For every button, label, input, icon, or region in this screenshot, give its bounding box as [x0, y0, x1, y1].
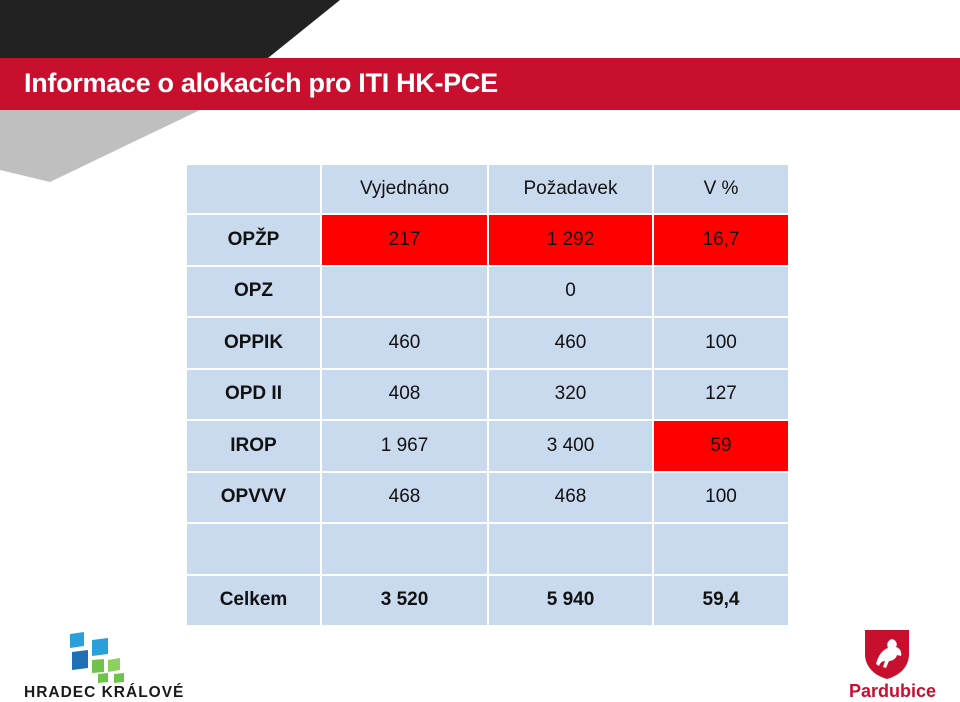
slide-title: Informace o alokacích pro ITI HK-PCE — [24, 68, 498, 98]
dark-corner-shape — [0, 0, 340, 58]
row-label: OPPIK — [185, 316, 322, 370]
allocation-table: Vyjednáno Požadavek V % OPŽP 217 1 292 1… — [185, 163, 790, 627]
hradec-kralove-logo-icon — [70, 632, 124, 683]
table-cell: 320 — [487, 367, 654, 421]
table-cell — [487, 522, 654, 576]
table-cell — [320, 522, 489, 576]
table-cell: 217 — [320, 213, 489, 267]
table-row: OPZ 0 — [185, 264, 790, 318]
table-header-cell: Požadavek — [487, 163, 654, 215]
table-cell: 127 — [652, 367, 790, 421]
row-label: Celkem — [185, 573, 322, 627]
table-header-cell — [185, 163, 322, 215]
table-cell: 3 400 — [487, 419, 654, 473]
row-label: OPZ — [185, 264, 322, 318]
title-bar — [0, 58, 960, 110]
table-cell: 0 — [487, 264, 654, 318]
row-label: OPVVV — [185, 470, 322, 524]
table-header-row: Vyjednáno Požadavek V % — [185, 163, 790, 215]
row-label — [185, 522, 322, 576]
row-label: OPD II — [185, 367, 322, 421]
table-cell: 468 — [320, 470, 489, 524]
row-label: IROP — [185, 419, 322, 473]
table-row: OPPIK 460 460 100 — [185, 316, 790, 370]
table-cell: 16,7 — [652, 213, 790, 267]
table-row: OPD II 408 320 127 — [185, 367, 790, 421]
table-row: IROP 1 967 3 400 59 — [185, 419, 790, 473]
gray-corner-shape — [0, 110, 200, 182]
pardubice-coat-of-arms-icon — [865, 630, 909, 679]
table-cell: 100 — [652, 316, 790, 370]
table-row: OPVVV 468 468 100 — [185, 470, 790, 524]
table-cell: 1 292 — [487, 213, 654, 267]
table-row: OPŽP 217 1 292 16,7 — [185, 213, 790, 267]
table-cell: 5 940 — [487, 573, 654, 627]
table-cell: 3 520 — [320, 573, 489, 627]
hradec-kralove-label: HRADEC KRÁLOVÉ — [24, 684, 185, 701]
table-header-cell: V % — [652, 163, 790, 215]
table-cell — [652, 264, 790, 318]
row-label: OPŽP — [185, 213, 322, 267]
table-header-cell: Vyjednáno — [320, 163, 489, 215]
table-cell: 59 — [652, 419, 790, 473]
table-cell: 100 — [652, 470, 790, 524]
table-cell: 460 — [320, 316, 489, 370]
table-total-row: Celkem 3 520 5 940 59,4 — [185, 573, 790, 627]
pardubice-label: Pardubice — [849, 681, 937, 701]
table-cell — [652, 522, 790, 576]
table-cell: 460 — [487, 316, 654, 370]
table-cell — [320, 264, 489, 318]
table-cell: 468 — [487, 470, 654, 524]
table-cell: 59,4 — [652, 573, 790, 627]
header-decoration — [0, 0, 340, 182]
table-row — [185, 522, 790, 576]
table-cell: 1 967 — [320, 419, 489, 473]
table-cell: 408 — [320, 367, 489, 421]
